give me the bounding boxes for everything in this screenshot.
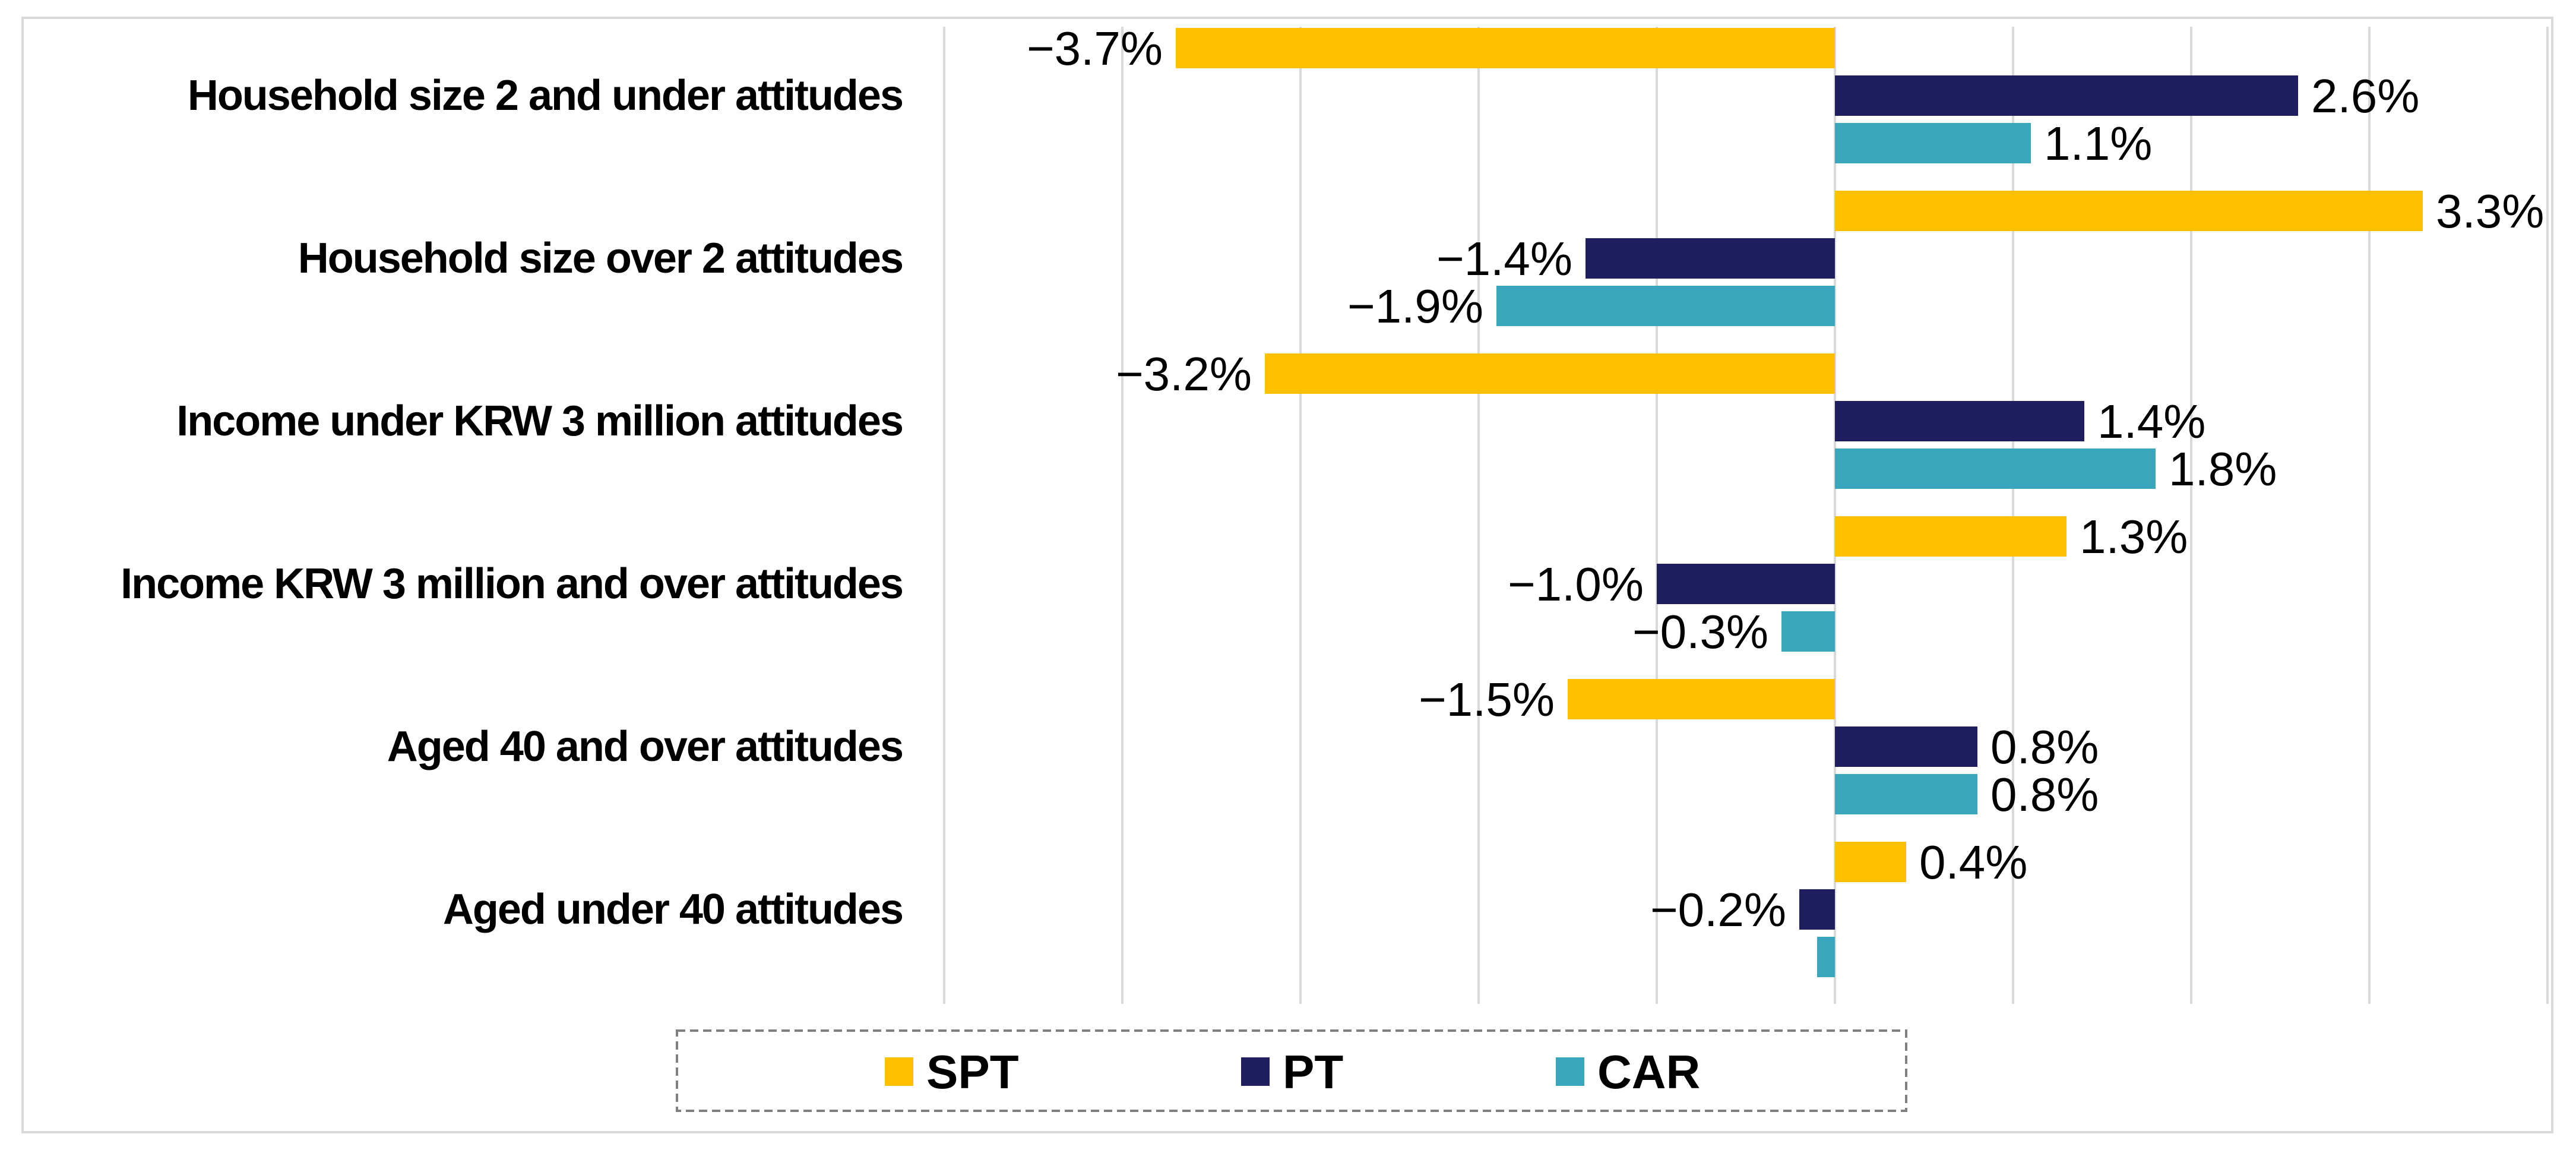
bar-car [1817, 937, 1835, 977]
data-label-spt: −3.7% [1027, 22, 1163, 75]
legend-label-car: CAR [1597, 1045, 1700, 1098]
bar-pt [1835, 726, 1977, 767]
bar-spt [1568, 679, 1835, 719]
bar-spt [1835, 516, 2067, 557]
bar-spt [1835, 191, 2423, 231]
data-label-car: −0.3% [1632, 605, 1768, 658]
legend: SPT PT CAR [676, 1029, 1907, 1112]
legend-swatch-spt [885, 1057, 913, 1086]
bar-pt [1835, 401, 2084, 441]
bar-spt [1835, 842, 1906, 882]
data-label-pt: 2.6% [2311, 70, 2419, 122]
legend-swatch-car [1556, 1057, 1584, 1086]
category-label: Income under KRW 3 million attitudes [176, 397, 903, 445]
data-label-spt: −1.5% [1419, 673, 1555, 726]
bar-pt [1657, 564, 1835, 604]
data-labels: −3.7% 2.6% 1.1% 3.3% −1.4%−1.9% −3.2% 1.4%1.8%… [1027, 22, 2544, 936]
data-label-spt: 0.4% [1919, 836, 2027, 889]
category-label: Household size 2 and under attitudes [188, 72, 903, 119]
category-labels: Household size 2 and under attitudes Hous… [121, 72, 904, 933]
bar-car [1781, 611, 1835, 652]
legend-label-pt: PT [1283, 1045, 1343, 1098]
data-label-car: −1.9% [1347, 280, 1483, 333]
legend-swatch-pt [1241, 1057, 1270, 1086]
data-label-spt: 3.3% [2436, 185, 2544, 238]
bar-car [1835, 448, 2156, 489]
category-label: Aged under 40 attitudes [443, 886, 903, 933]
legend-label-spt: SPT [926, 1045, 1019, 1098]
data-label-car: 0.8% [1990, 768, 2099, 821]
gridlines [943, 27, 2549, 1004]
category-label: Aged 40 and over attitudes [387, 723, 903, 770]
category-label: Household size over 2 attitudes [298, 235, 903, 282]
legend-box [676, 1029, 1907, 1112]
data-label-spt: 1.3% [2080, 510, 2188, 563]
category-label: Income KRW 3 million and over attitudes [121, 560, 903, 608]
bars [1176, 28, 2423, 977]
data-label-pt: −0.2% [1650, 883, 1786, 936]
data-label-spt: −3.2% [1116, 348, 1252, 400]
bar-car [1496, 286, 1835, 326]
bar-pt [1586, 238, 1835, 279]
bar-pt [1799, 889, 1835, 930]
bar-car [1835, 123, 2031, 163]
bar-car [1835, 774, 1977, 814]
data-label-pt: 1.4% [2097, 395, 2205, 448]
bar-spt [1176, 28, 1835, 68]
data-label-car: 1.8% [2169, 443, 2277, 495]
data-label-car: 1.1% [2044, 117, 2152, 170]
data-label-pt: −1.0% [1508, 558, 1644, 611]
bar-spt [1265, 353, 1835, 394]
bar-pt [1835, 75, 2298, 116]
data-label-pt: 0.8% [1990, 721, 2099, 773]
data-label-pt: −1.4% [1436, 232, 1572, 285]
